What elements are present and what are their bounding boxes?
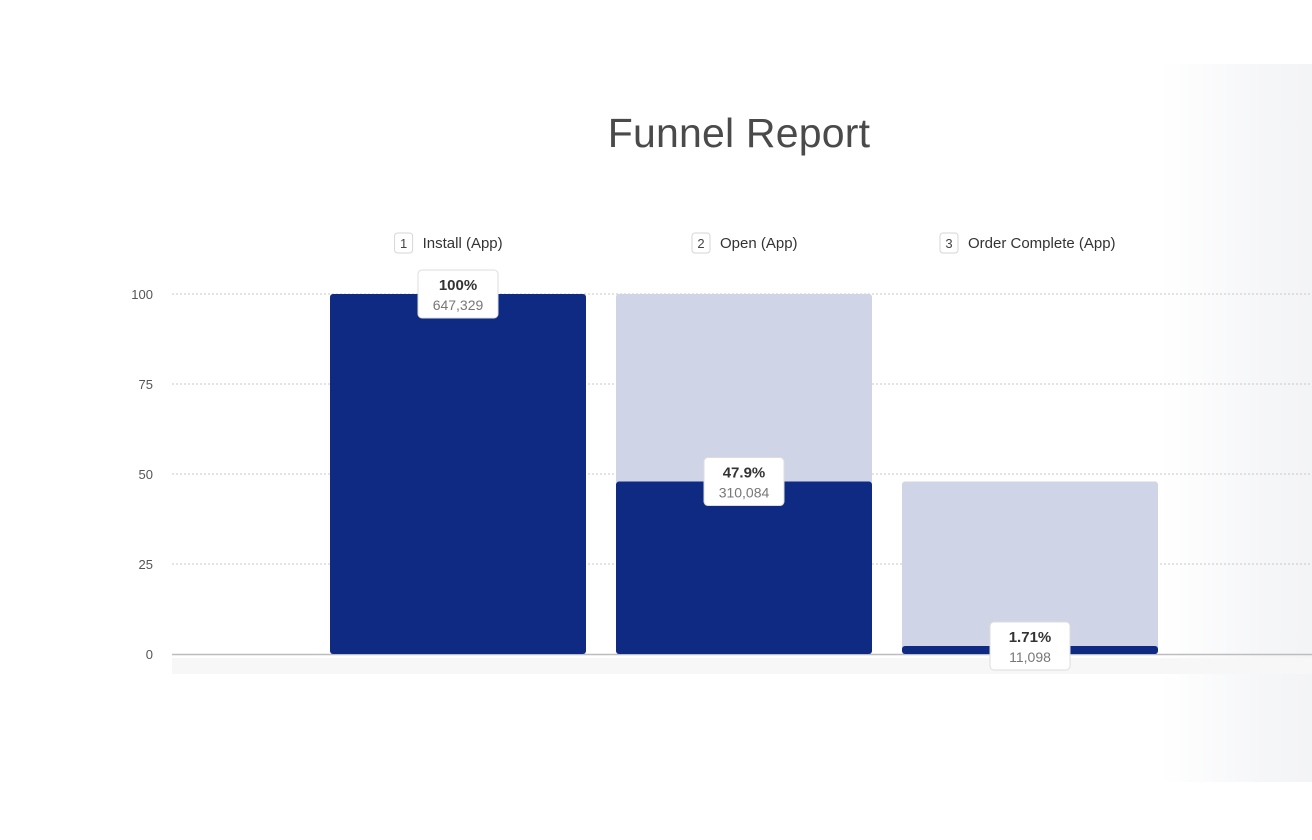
y-tick-label-25: 25	[139, 557, 153, 572]
percent-label-3: 1.71%	[1009, 629, 1052, 646]
value-callout-3	[989, 621, 1071, 671]
percent-label-2: 47.9%	[723, 465, 766, 482]
y-tick-label-75: 75	[139, 377, 153, 392]
step-number-badge-2	[691, 232, 711, 254]
conversion-bar-1	[330, 294, 586, 654]
step-number-3: 3	[945, 236, 952, 251]
step-label-3: Order Complete (App)	[968, 235, 1116, 252]
count-label-3: 11,098	[1009, 649, 1051, 665]
step-number-badge-1	[394, 232, 414, 254]
y-tick-label-0: 0	[146, 647, 153, 662]
label-layer: 0 25 50 75 100 1 Install (App) 100% 647,329 2 Open…	[131, 232, 1116, 671]
step-label-2: Open (App)	[720, 235, 798, 252]
value-callout-1	[417, 269, 499, 319]
y-tick-label-100: 100	[131, 287, 153, 302]
percent-label-1: 100%	[439, 277, 477, 294]
count-label-1: 647,329	[433, 297, 484, 313]
step-number-1: 1	[400, 236, 407, 251]
step-number-badge-3	[939, 232, 959, 254]
chart-title: Funnel Report	[607, 110, 871, 156]
count-label-2: 310,084	[719, 485, 770, 501]
step-label-1: Install (App)	[423, 235, 503, 252]
step-number-2: 2	[697, 236, 704, 251]
y-tick-label-50: 50	[139, 467, 153, 482]
dropoff-bar-3	[902, 481, 1158, 654]
x-axis-band	[172, 658, 1312, 674]
bar-layer	[330, 294, 1158, 654]
conversion-bar-2	[616, 481, 872, 654]
value-callout-2	[703, 457, 785, 507]
